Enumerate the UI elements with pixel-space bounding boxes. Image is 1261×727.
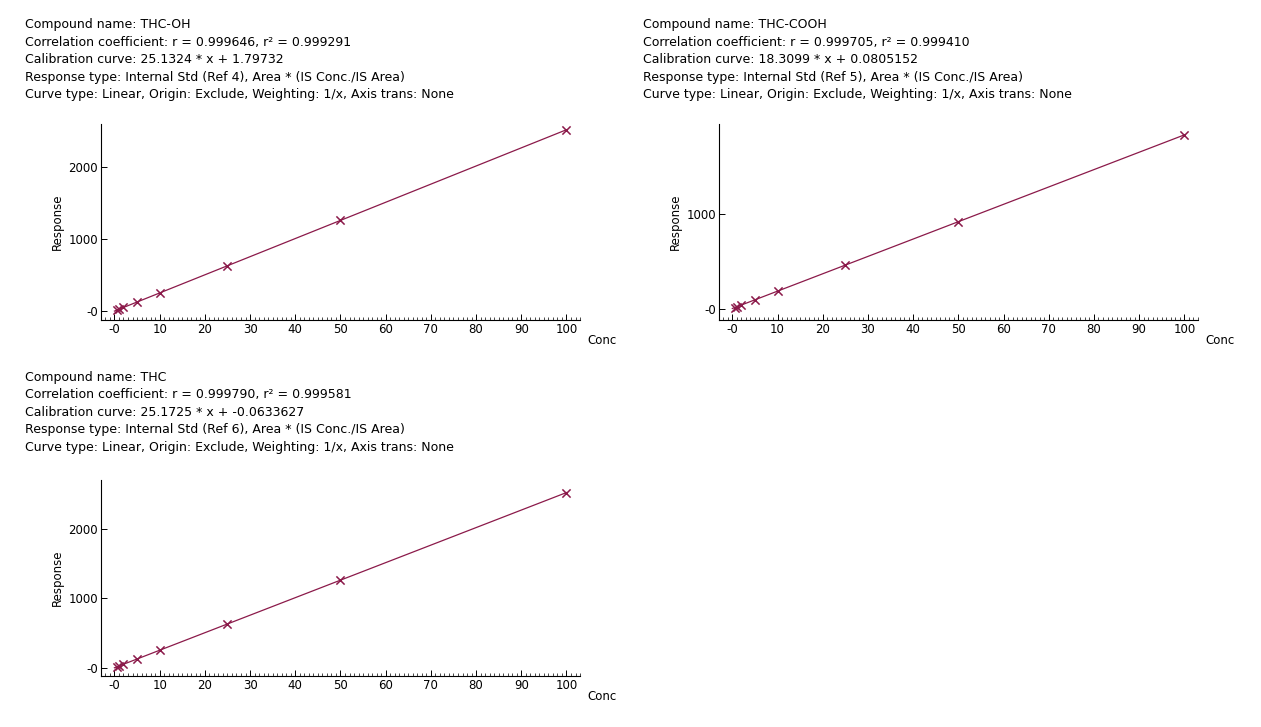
Point: [948, 216, 968, 228]
Text: Compound name: THC-OH
Correlation coefficient: r = 0.999646, r² = 0.999291
Calib: Compound name: THC-OH Correlation coeffi…: [25, 18, 454, 101]
Point: [835, 260, 855, 271]
Point: [745, 294, 765, 305]
Y-axis label: Response: Response: [52, 193, 64, 250]
Point: [108, 660, 129, 672]
Point: [150, 287, 170, 299]
Point: [768, 285, 788, 297]
Point: [556, 487, 576, 499]
Point: [725, 302, 745, 313]
Text: Conc: Conc: [588, 334, 617, 347]
Text: Compound name: THC-COOH
Correlation coefficient: r = 0.999705, r² = 0.999410
Cal: Compound name: THC-COOH Correlation coef…: [643, 18, 1072, 101]
Text: Conc: Conc: [1206, 334, 1235, 347]
Point: [330, 574, 351, 586]
Point: [726, 301, 747, 313]
Y-axis label: Response: Response: [670, 193, 682, 250]
Point: [150, 644, 170, 656]
Text: Compound name: THC
Correlation coefficient: r = 0.999790, r² = 0.999581
Calibrat: Compound name: THC Correlation coefficie…: [25, 371, 454, 454]
Point: [731, 300, 752, 311]
Point: [217, 260, 237, 272]
Point: [1174, 129, 1194, 141]
Point: [330, 214, 351, 226]
Point: [217, 618, 237, 630]
Point: [127, 296, 148, 308]
Point: [107, 305, 127, 316]
Point: [556, 124, 576, 135]
Point: [113, 302, 134, 313]
Point: [127, 653, 148, 664]
Point: [113, 659, 134, 670]
Text: Conc: Conc: [588, 690, 617, 703]
Point: [108, 303, 129, 315]
Y-axis label: Response: Response: [52, 550, 64, 606]
Point: [107, 661, 127, 672]
